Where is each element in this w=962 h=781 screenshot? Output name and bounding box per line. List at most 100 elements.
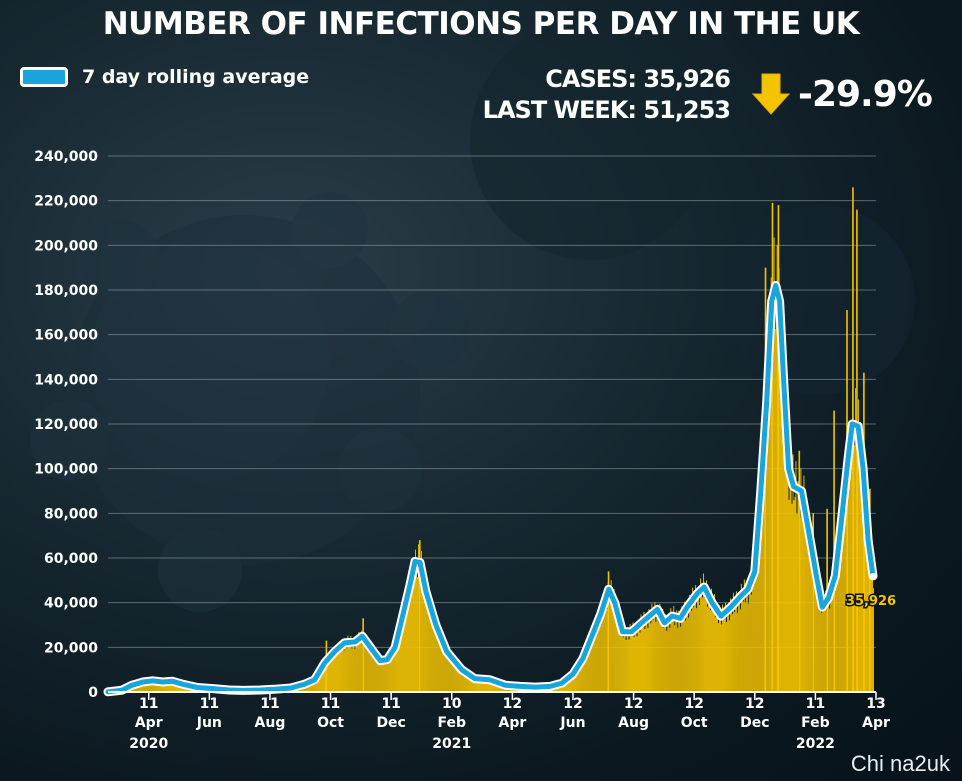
- daily-bar: [346, 648, 348, 692]
- daily-bar: [711, 588, 712, 692]
- daily-bar: [475, 677, 477, 692]
- daily-bar: [308, 682, 310, 692]
- daily-bar: [801, 492, 803, 692]
- down-arrow-icon: [752, 73, 790, 115]
- daily-bar: [761, 498, 763, 692]
- daily-bar: [597, 619, 599, 692]
- daily-bar: [159, 681, 161, 692]
- daily-bar: [592, 640, 594, 692]
- daily-bar: [627, 628, 629, 692]
- daily-bar: [582, 659, 584, 692]
- daily-bar: [415, 549, 416, 692]
- daily-bar: [638, 623, 640, 692]
- daily-bar: [808, 520, 810, 692]
- daily-bar: [350, 635, 352, 692]
- daily-bar: [358, 631, 360, 692]
- daily-bar: [424, 601, 426, 692]
- daily-bar: [848, 489, 850, 692]
- daily-bar: [872, 568, 873, 692]
- daily-bar: [814, 546, 816, 692]
- daily-bar: [770, 277, 772, 692]
- daily-bar: [573, 675, 575, 692]
- daily-bar: [455, 659, 457, 692]
- daily-bar: [736, 612, 738, 692]
- daily-bar: [377, 652, 379, 692]
- daily-bar: [336, 644, 338, 692]
- daily-bar: [458, 662, 460, 692]
- x-tick-month: Apr: [862, 715, 890, 731]
- daily-bar: [147, 682, 149, 692]
- daily-bar: [586, 646, 588, 692]
- daily-bar: [666, 630, 668, 692]
- daily-bar: [462, 673, 464, 692]
- daily-bar: [310, 682, 312, 692]
- daily-bar: [307, 683, 309, 692]
- daily-bar: [691, 610, 693, 692]
- daily-bar: [451, 661, 453, 692]
- daily-bar: [352, 639, 354, 692]
- daily-bar: [385, 656, 387, 692]
- daily-bar: [647, 628, 649, 692]
- daily-bar: [693, 607, 695, 692]
- daily-bar: [747, 603, 749, 692]
- daily-bar: [343, 650, 345, 692]
- daily-bar: [167, 681, 169, 692]
- daily-bar: [485, 678, 487, 692]
- daily-bar: [469, 672, 471, 692]
- daily-bar: [811, 529, 813, 692]
- daily-bar: [161, 683, 163, 692]
- daily-bar: [460, 669, 462, 692]
- daily-bar: [603, 615, 605, 692]
- daily-bar: [341, 644, 343, 692]
- daily-bar: [601, 615, 603, 692]
- daily-bar: [439, 626, 441, 692]
- daily-bar: [754, 555, 756, 692]
- daily-bar: [615, 602, 617, 692]
- daily-bar: [442, 636, 444, 692]
- daily-bar: [643, 611, 645, 692]
- x-tick-day: 11: [321, 696, 340, 712]
- x-tick-day: 12: [745, 696, 764, 712]
- x-tick-month: Oct: [317, 715, 344, 731]
- daily-bar: [583, 651, 585, 692]
- daily-bar: [446, 656, 448, 692]
- daily-bar: [474, 677, 476, 692]
- daily-bar: [781, 294, 783, 692]
- daily-bar: [464, 670, 466, 692]
- daily-bar: [371, 648, 373, 692]
- daily-bar: [688, 617, 690, 692]
- daily-bar: [639, 632, 641, 692]
- daily-bar: [166, 682, 168, 692]
- x-year-label: 2021: [432, 736, 471, 752]
- daily-spike-bar: [812, 513, 815, 692]
- daily-bar: [831, 587, 833, 692]
- daily-bar: [386, 659, 388, 692]
- daily-bar: [447, 647, 449, 692]
- daily-bar: [327, 662, 329, 692]
- daily-bar: [353, 638, 355, 692]
- daily-bar: [415, 558, 417, 692]
- daily-bar: [703, 573, 705, 692]
- daily-bar: [313, 681, 315, 692]
- daily-bar: [780, 367, 782, 692]
- x-axis: 11 Apr 11 Jun 11 Aug 11 Oct 11 Dec 10 Feb 12 Apr 12 Jun…: [108, 691, 890, 752]
- daily-bar: [867, 546, 868, 692]
- daily-bar: [452, 658, 454, 692]
- daily-bar: [746, 580, 748, 692]
- daily-bar: [374, 649, 376, 692]
- daily-bar: [163, 681, 165, 692]
- daily-bar: [796, 513, 798, 692]
- daily-bar: [170, 680, 172, 692]
- daily-bar: [387, 663, 389, 692]
- daily-bar: [835, 580, 837, 692]
- daily-bar: [568, 679, 570, 692]
- daily-bar: [459, 669, 461, 692]
- daily-bar: [707, 606, 708, 692]
- daily-bar: [436, 619, 438, 692]
- daily-bar: [370, 652, 372, 692]
- daily-bar: [146, 680, 148, 692]
- daily-bar: [448, 656, 450, 692]
- daily-bar: [742, 601, 744, 692]
- daily-bar: [758, 542, 760, 692]
- daily-bar: [652, 619, 654, 692]
